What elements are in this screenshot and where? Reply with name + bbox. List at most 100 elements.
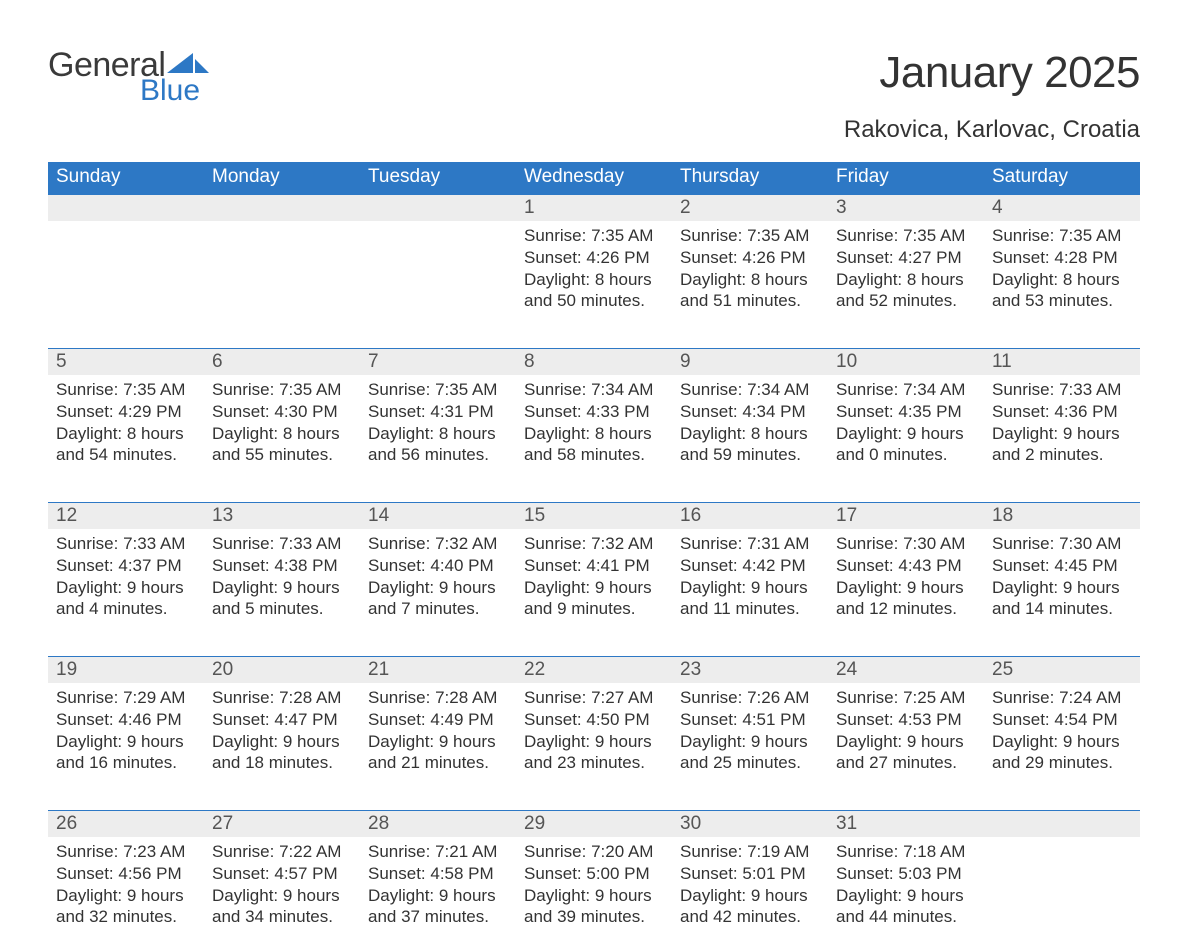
sunrise-line: Sunrise: 7:28 AM — [368, 687, 508, 709]
sunset-line: Sunset: 4:27 PM — [836, 247, 976, 269]
day-detail-cell: Sunrise: 7:34 AMSunset: 4:33 PMDaylight:… — [516, 375, 672, 503]
day-number-cell: 8 — [516, 349, 672, 376]
day-detail-cell: Sunrise: 7:28 AMSunset: 4:47 PMDaylight:… — [204, 683, 360, 811]
sunset-line: Sunset: 4:36 PM — [992, 401, 1132, 423]
daylight-line: Daylight: 9 hours and 34 minutes. — [212, 885, 352, 929]
sunset-line: Sunset: 4:29 PM — [56, 401, 196, 423]
day-number-cell: 21 — [360, 657, 516, 684]
sunset-line: Sunset: 4:31 PM — [368, 401, 508, 423]
sunrise-line: Sunrise: 7:34 AM — [680, 379, 820, 401]
day-header: Wednesday — [516, 162, 672, 195]
sunset-line: Sunset: 4:58 PM — [368, 863, 508, 885]
sunrise-line: Sunrise: 7:33 AM — [56, 533, 196, 555]
sunset-line: Sunset: 4:45 PM — [992, 555, 1132, 577]
day-number-cell: 19 — [48, 657, 204, 684]
sunset-line: Sunset: 4:43 PM — [836, 555, 976, 577]
sunrise-line: Sunrise: 7:35 AM — [368, 379, 508, 401]
daylight-line: Daylight: 9 hours and 23 minutes. — [524, 731, 664, 775]
sunrise-line: Sunrise: 7:30 AM — [992, 533, 1132, 555]
day-detail-cell: Sunrise: 7:35 AMSunset: 4:29 PMDaylight:… — [48, 375, 204, 503]
day-header-row: SundayMondayTuesdayWednesdayThursdayFrid… — [48, 162, 1140, 195]
daylight-line: Daylight: 9 hours and 14 minutes. — [992, 577, 1132, 621]
daylight-line: Daylight: 9 hours and 32 minutes. — [56, 885, 196, 929]
sunrise-line: Sunrise: 7:31 AM — [680, 533, 820, 555]
daylight-line: Daylight: 9 hours and 4 minutes. — [56, 577, 196, 621]
day-detail-cell: Sunrise: 7:31 AMSunset: 4:42 PMDaylight:… — [672, 529, 828, 657]
week-daynum-row: 19202122232425 — [48, 657, 1140, 684]
sunrise-line: Sunrise: 7:22 AM — [212, 841, 352, 863]
sunset-line: Sunset: 5:03 PM — [836, 863, 976, 885]
day-detail-cell: Sunrise: 7:25 AMSunset: 4:53 PMDaylight:… — [828, 683, 984, 811]
day-detail-cell: Sunrise: 7:23 AMSunset: 4:56 PMDaylight:… — [48, 837, 204, 949]
day-detail-cell: Sunrise: 7:34 AMSunset: 4:34 PMDaylight:… — [672, 375, 828, 503]
calendar-body: 1234Sunrise: 7:35 AMSunset: 4:26 PMDayli… — [48, 195, 1140, 949]
sunrise-line: Sunrise: 7:35 AM — [680, 225, 820, 247]
day-number-cell: 27 — [204, 811, 360, 838]
sunrise-line: Sunrise: 7:25 AM — [836, 687, 976, 709]
sunset-line: Sunset: 4:56 PM — [56, 863, 196, 885]
sunrise-line: Sunrise: 7:24 AM — [992, 687, 1132, 709]
sunrise-line: Sunrise: 7:35 AM — [212, 379, 352, 401]
day-detail-cell — [48, 221, 204, 349]
sunrise-line: Sunrise: 7:35 AM — [992, 225, 1132, 247]
day-detail-cell: Sunrise: 7:22 AMSunset: 4:57 PMDaylight:… — [204, 837, 360, 949]
week-detail-row: Sunrise: 7:35 AMSunset: 4:26 PMDaylight:… — [48, 221, 1140, 349]
sunrise-line: Sunrise: 7:35 AM — [56, 379, 196, 401]
day-header: Thursday — [672, 162, 828, 195]
sunset-line: Sunset: 4:26 PM — [524, 247, 664, 269]
sunset-line: Sunset: 4:46 PM — [56, 709, 196, 731]
calendar-thead: SundayMondayTuesdayWednesdayThursdayFrid… — [48, 162, 1140, 195]
sunset-line: Sunset: 4:50 PM — [524, 709, 664, 731]
daylight-line: Daylight: 9 hours and 37 minutes. — [368, 885, 508, 929]
day-number-cell: 31 — [828, 811, 984, 838]
day-number-cell: 11 — [984, 349, 1140, 376]
sunrise-line: Sunrise: 7:34 AM — [836, 379, 976, 401]
day-detail-cell: Sunrise: 7:28 AMSunset: 4:49 PMDaylight:… — [360, 683, 516, 811]
sunset-line: Sunset: 4:33 PM — [524, 401, 664, 423]
day-number-cell — [48, 195, 204, 222]
week-detail-row: Sunrise: 7:23 AMSunset: 4:56 PMDaylight:… — [48, 837, 1140, 949]
day-number-cell: 2 — [672, 195, 828, 222]
day-number-cell: 24 — [828, 657, 984, 684]
day-detail-cell: Sunrise: 7:35 AMSunset: 4:26 PMDaylight:… — [672, 221, 828, 349]
day-number-cell: 15 — [516, 503, 672, 530]
sunset-line: Sunset: 4:54 PM — [992, 709, 1132, 731]
week-daynum-row: 12131415161718 — [48, 503, 1140, 530]
logo: General Blue — [48, 48, 209, 106]
daylight-line: Daylight: 9 hours and 11 minutes. — [680, 577, 820, 621]
sunset-line: Sunset: 5:00 PM — [524, 863, 664, 885]
sunrise-line: Sunrise: 7:20 AM — [524, 841, 664, 863]
day-number-cell: 10 — [828, 349, 984, 376]
daylight-line: Daylight: 9 hours and 2 minutes. — [992, 423, 1132, 467]
daylight-line: Daylight: 8 hours and 56 minutes. — [368, 423, 508, 467]
sunrise-line: Sunrise: 7:23 AM — [56, 841, 196, 863]
day-number-cell: 18 — [984, 503, 1140, 530]
page-header: General Blue January 2025 Rakovica, Karl… — [48, 48, 1140, 144]
day-number-cell: 5 — [48, 349, 204, 376]
sunset-line: Sunset: 4:38 PM — [212, 555, 352, 577]
day-detail-cell: Sunrise: 7:33 AMSunset: 4:38 PMDaylight:… — [204, 529, 360, 657]
day-number-cell: 26 — [48, 811, 204, 838]
daylight-line: Daylight: 9 hours and 5 minutes. — [212, 577, 352, 621]
daylight-line: Daylight: 9 hours and 12 minutes. — [836, 577, 976, 621]
week-detail-row: Sunrise: 7:35 AMSunset: 4:29 PMDaylight:… — [48, 375, 1140, 503]
sunset-line: Sunset: 4:49 PM — [368, 709, 508, 731]
day-number-cell: 16 — [672, 503, 828, 530]
sunset-line: Sunset: 4:57 PM — [212, 863, 352, 885]
day-number-cell: 14 — [360, 503, 516, 530]
sunrise-line: Sunrise: 7:21 AM — [368, 841, 508, 863]
day-detail-cell — [984, 837, 1140, 949]
day-detail-cell: Sunrise: 7:24 AMSunset: 4:54 PMDaylight:… — [984, 683, 1140, 811]
day-number-cell: 13 — [204, 503, 360, 530]
month-title: January 2025 — [844, 48, 1140, 98]
day-number-cell: 1 — [516, 195, 672, 222]
daylight-line: Daylight: 8 hours and 58 minutes. — [524, 423, 664, 467]
day-number-cell: 23 — [672, 657, 828, 684]
sunrise-line: Sunrise: 7:29 AM — [56, 687, 196, 709]
day-number-cell: 30 — [672, 811, 828, 838]
day-number-cell — [984, 811, 1140, 838]
day-number-cell: 28 — [360, 811, 516, 838]
sunrise-line: Sunrise: 7:30 AM — [836, 533, 976, 555]
day-number-cell: 20 — [204, 657, 360, 684]
week-daynum-row: 1234 — [48, 195, 1140, 222]
